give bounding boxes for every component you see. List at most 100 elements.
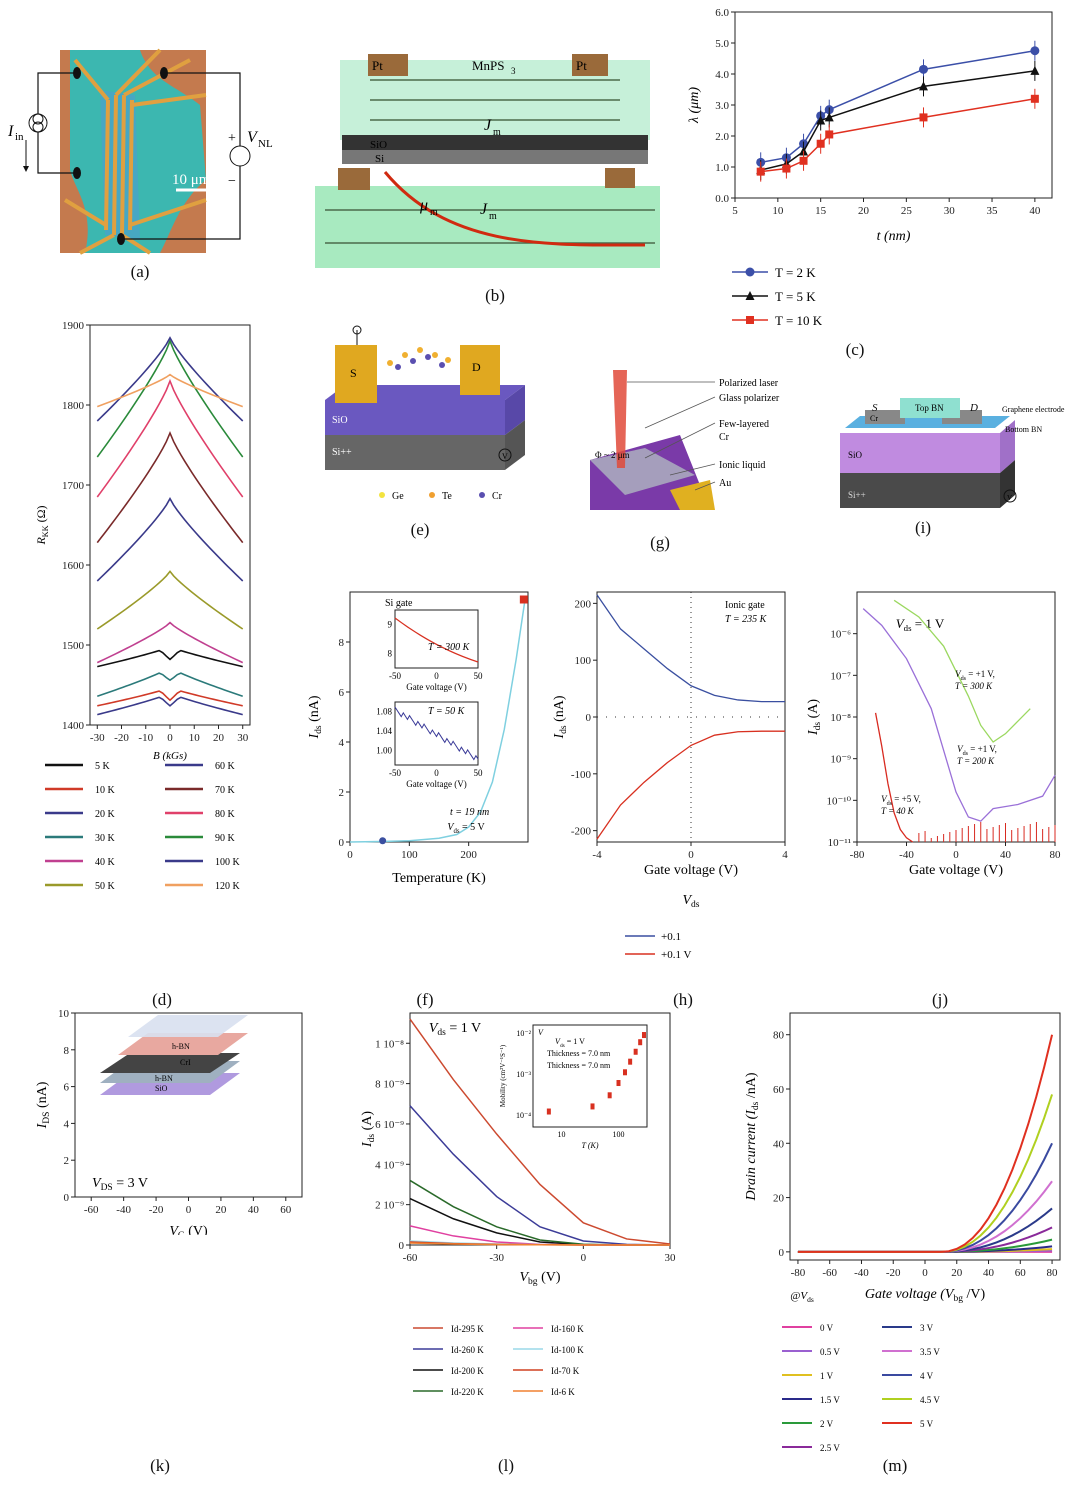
d-legend-label: 20 K <box>95 809 116 820</box>
panel-label-g: (g) <box>650 533 670 552</box>
h-series-line <box>596 730 785 840</box>
panel-label-a: (a) <box>130 262 150 281</box>
l-legend-label: Id-220 K <box>451 1387 484 1397</box>
d-xtick-label: 30 <box>237 732 249 744</box>
k-xtick-label: -60 <box>84 1204 99 1216</box>
k-xtick-label: -40 <box>116 1204 131 1216</box>
c-legend-marker <box>745 267 755 277</box>
panel-i-drain-label: D <box>970 402 978 414</box>
k-inset-label-1: h-BN <box>172 1042 190 1051</box>
m-ytick-label: 20 <box>773 1193 785 1205</box>
d-series-line <box>96 621 244 664</box>
drain-label: D <box>472 360 481 374</box>
m-xtick-label: 80 <box>1047 1267 1059 1279</box>
j-xtick-label: 80 <box>1050 849 1062 861</box>
f-series-line <box>349 599 526 843</box>
j-series-line <box>893 599 1031 743</box>
l-xtick-label: 30 <box>665 1252 677 1264</box>
panel-label-j: (j) <box>931 990 949 1009</box>
l-inset-ytick: 10⁻⁴ <box>516 1111 531 1120</box>
f-inset1-curve <box>394 617 479 663</box>
f-xtick-label: 200 <box>460 849 477 861</box>
k-layer-top <box>118 1033 248 1055</box>
c-legend-label: T = 10 K <box>775 313 823 328</box>
h-xtick-label: 4 <box>782 849 788 861</box>
m-legend-label: 4.5 V <box>920 1395 940 1405</box>
jm-sub-2: m <box>489 211 497 222</box>
f-inset-xtick: -50 <box>389 671 401 681</box>
f-inset1-text: T = 300 K <box>428 642 471 653</box>
m-ytick-label: 80 <box>773 1030 785 1042</box>
panel-label-e: (e) <box>410 520 430 539</box>
te-label: Te <box>442 491 452 502</box>
d-xtick-label: 20 <box>213 732 225 744</box>
j-xtick-label: 0 <box>953 849 959 861</box>
f-inset2-text: T = 50 K <box>428 706 466 717</box>
pt-left-label: Pt <box>372 58 383 73</box>
chart-f: 0 100 200 0 2 4 6 8 Temperature (K) Ids (nA) t = 1… <box>307 591 529 886</box>
h-xlabel: Gate voltage (V) <box>644 863 738 878</box>
m-series-line <box>797 1207 1053 1253</box>
voltage-label: V <box>247 129 259 146</box>
chart-c: 5 10 15 20 25 30 35 40 0.0 1.0 2.0 3.0 4.0 5.0 6.0 t (n… <box>687 7 1053 328</box>
k-ytick-label: 10 <box>58 1008 70 1020</box>
d-series-line <box>97 690 243 707</box>
f-inset-frame <box>394 609 479 669</box>
m-xtick-label: 0 <box>922 1267 928 1279</box>
d-series-line <box>96 496 244 582</box>
d-xtick-label: 10 <box>189 732 201 744</box>
m-ytick-label: 60 <box>773 1084 785 1096</box>
f-inset-xtick: 50 <box>474 671 484 681</box>
l-inset-text3: Thickness = 7.0 nm <box>547 1061 611 1070</box>
k-xtick-label: -20 <box>149 1204 164 1216</box>
k-ytick-label: 4 <box>64 1118 70 1130</box>
c-legend-label: T = 5 K <box>775 289 816 304</box>
d-series-line <box>96 338 244 458</box>
l-xtick-label: 0 <box>581 1252 587 1264</box>
c-legend-marker <box>745 291 755 300</box>
c-ylabel: λ (μm) <box>687 87 702 124</box>
l-inset-point <box>622 1069 627 1076</box>
panel-i-schematic: Top BN Cr Graphene electrode Bottom BN S… <box>840 398 1065 508</box>
j-ylabel: Ids (A) <box>806 699 823 736</box>
j-ytick-label: 10⁻⁷ <box>830 670 851 682</box>
si-label-i: Si++ <box>848 490 866 500</box>
laser-label: Polarized laser <box>719 378 779 389</box>
k-note-vds: VDS = 3 V <box>92 1176 148 1193</box>
c-point <box>799 156 808 165</box>
c-xtick-label: 25 <box>901 205 913 217</box>
d-legend-label: 30 K <box>95 833 116 844</box>
chart-m: -80 -60 -40 -20 0 20 40 60 80 0 20 40 60 80 Gate volta… <box>744 1012 1061 1453</box>
panel-label-i: (i) <box>914 518 932 537</box>
d-legend-label: 90 K <box>215 833 236 844</box>
d-series-line <box>97 696 243 716</box>
f-ytick-label: 2 <box>339 787 345 799</box>
c-point <box>825 130 834 139</box>
f-xtick-label: 100 <box>401 849 418 861</box>
c-legend-label: T = 2 K <box>775 265 816 280</box>
mu-sub: m <box>430 207 438 218</box>
l-inset-point <box>546 1108 551 1115</box>
h-ytick-label: -200 <box>571 826 592 838</box>
f-ytick-label: 8 <box>339 637 345 649</box>
c-xtick-label: 35 <box>987 205 999 217</box>
j-series-line <box>862 608 1056 822</box>
f-inset1-ytick: 8 <box>388 649 393 659</box>
h-series-line <box>596 594 785 703</box>
f-inset-xtick: 50 <box>474 768 484 778</box>
c-legend-marker <box>746 316 754 324</box>
c-ytick-label: 4.0 <box>715 69 729 81</box>
panel-label-c: (c) <box>845 340 865 359</box>
minus-sign: − <box>228 174 236 189</box>
h-ylabel: Ids (nA) <box>552 695 569 739</box>
l-legend-label: Id-160 K <box>551 1324 584 1334</box>
m-xtick-label: -60 <box>822 1267 837 1279</box>
ionic-liquid-label: Ionic liquid <box>719 460 765 471</box>
l-inset-point <box>607 1092 612 1099</box>
m-legend-label: 0 V <box>820 1323 834 1333</box>
sio2-label: SiO <box>370 139 387 151</box>
j-ytick-label: 10⁻⁶ <box>830 629 851 641</box>
panel-label-k: (k) <box>150 1456 170 1475</box>
c-xtick-label: 10 <box>772 205 784 217</box>
l-legend-label: Id-100 K <box>551 1345 584 1355</box>
